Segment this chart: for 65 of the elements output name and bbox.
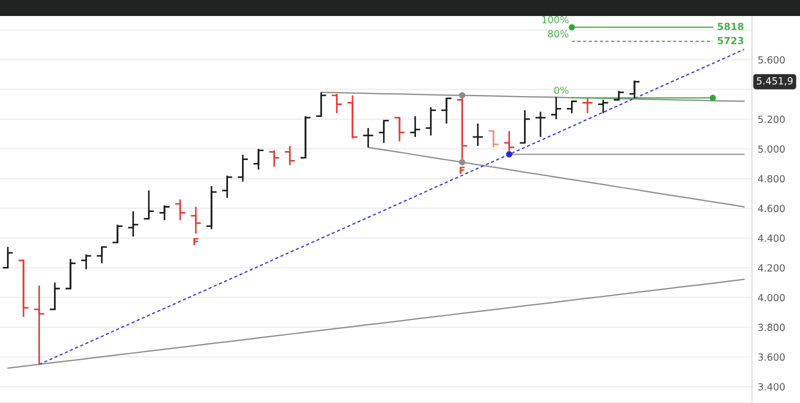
annotation: 5.451,9 xyxy=(756,77,793,86)
candlestick xyxy=(237,154,249,182)
point xyxy=(506,151,512,158)
point xyxy=(459,159,466,166)
line-series xyxy=(368,146,745,208)
y-tick-label: 3.800 xyxy=(758,324,785,332)
candlestick xyxy=(143,190,155,220)
candlestick xyxy=(127,210,139,238)
y-tick-label: 4.000 xyxy=(758,294,785,302)
text: F xyxy=(460,166,465,174)
candlestick xyxy=(550,96,562,120)
series-label: 80% xyxy=(548,30,569,38)
data-label: 5818 xyxy=(718,22,744,30)
candlestick xyxy=(221,174,233,199)
candlestick xyxy=(158,204,170,221)
y-tick-label: 3.600 xyxy=(758,353,785,361)
candlestick xyxy=(597,99,609,114)
candlestick xyxy=(394,116,406,142)
candlestick xyxy=(174,198,186,221)
y-tick-label: 5.000 xyxy=(758,145,785,153)
candlestick xyxy=(49,282,61,310)
candlestick xyxy=(425,106,437,136)
candlestick xyxy=(33,284,45,366)
candlestick xyxy=(190,206,202,234)
candlestick xyxy=(534,110,546,138)
candlestick xyxy=(252,148,264,170)
candlestick xyxy=(409,115,421,138)
line-series xyxy=(38,48,745,365)
point xyxy=(568,24,575,30)
candlestick xyxy=(346,94,358,140)
candlestick xyxy=(488,130,500,148)
candlestick xyxy=(440,98,452,124)
y-tick-label: 4.600 xyxy=(758,204,785,212)
y-tick-label: 5.600 xyxy=(758,56,785,64)
y-tick-label: 5.200 xyxy=(758,116,785,123)
candlestick xyxy=(112,224,124,244)
candlestick xyxy=(566,100,578,114)
y-tick-label: 4.200 xyxy=(758,264,785,272)
point xyxy=(710,94,716,101)
candlestick xyxy=(2,246,14,269)
candlestick xyxy=(64,258,76,290)
candlestick xyxy=(519,109,531,144)
text: F xyxy=(193,238,198,246)
candlestick xyxy=(628,80,640,100)
y-tick-label: 4.400 xyxy=(758,234,785,242)
candlestick xyxy=(378,120,390,144)
candlestick xyxy=(18,260,30,318)
candlestick xyxy=(362,127,374,148)
y-tick-label: 3.400 xyxy=(758,383,785,390)
candlestick xyxy=(300,115,312,159)
candlestick xyxy=(284,145,296,166)
candlestick xyxy=(315,92,327,117)
candlestick xyxy=(96,246,108,264)
series-label: 100% xyxy=(542,16,569,24)
candlestick xyxy=(268,150,280,168)
candlestick xyxy=(582,98,594,114)
series-label: 0% xyxy=(554,86,569,94)
data-label: 5723 xyxy=(718,36,744,44)
candlestick xyxy=(472,122,484,147)
candlestick xyxy=(331,93,343,114)
candlestick xyxy=(206,185,218,230)
y-tick-label: 4.800 xyxy=(758,175,785,182)
point xyxy=(459,92,466,98)
candlestick xyxy=(80,254,92,270)
line-series xyxy=(7,278,745,369)
